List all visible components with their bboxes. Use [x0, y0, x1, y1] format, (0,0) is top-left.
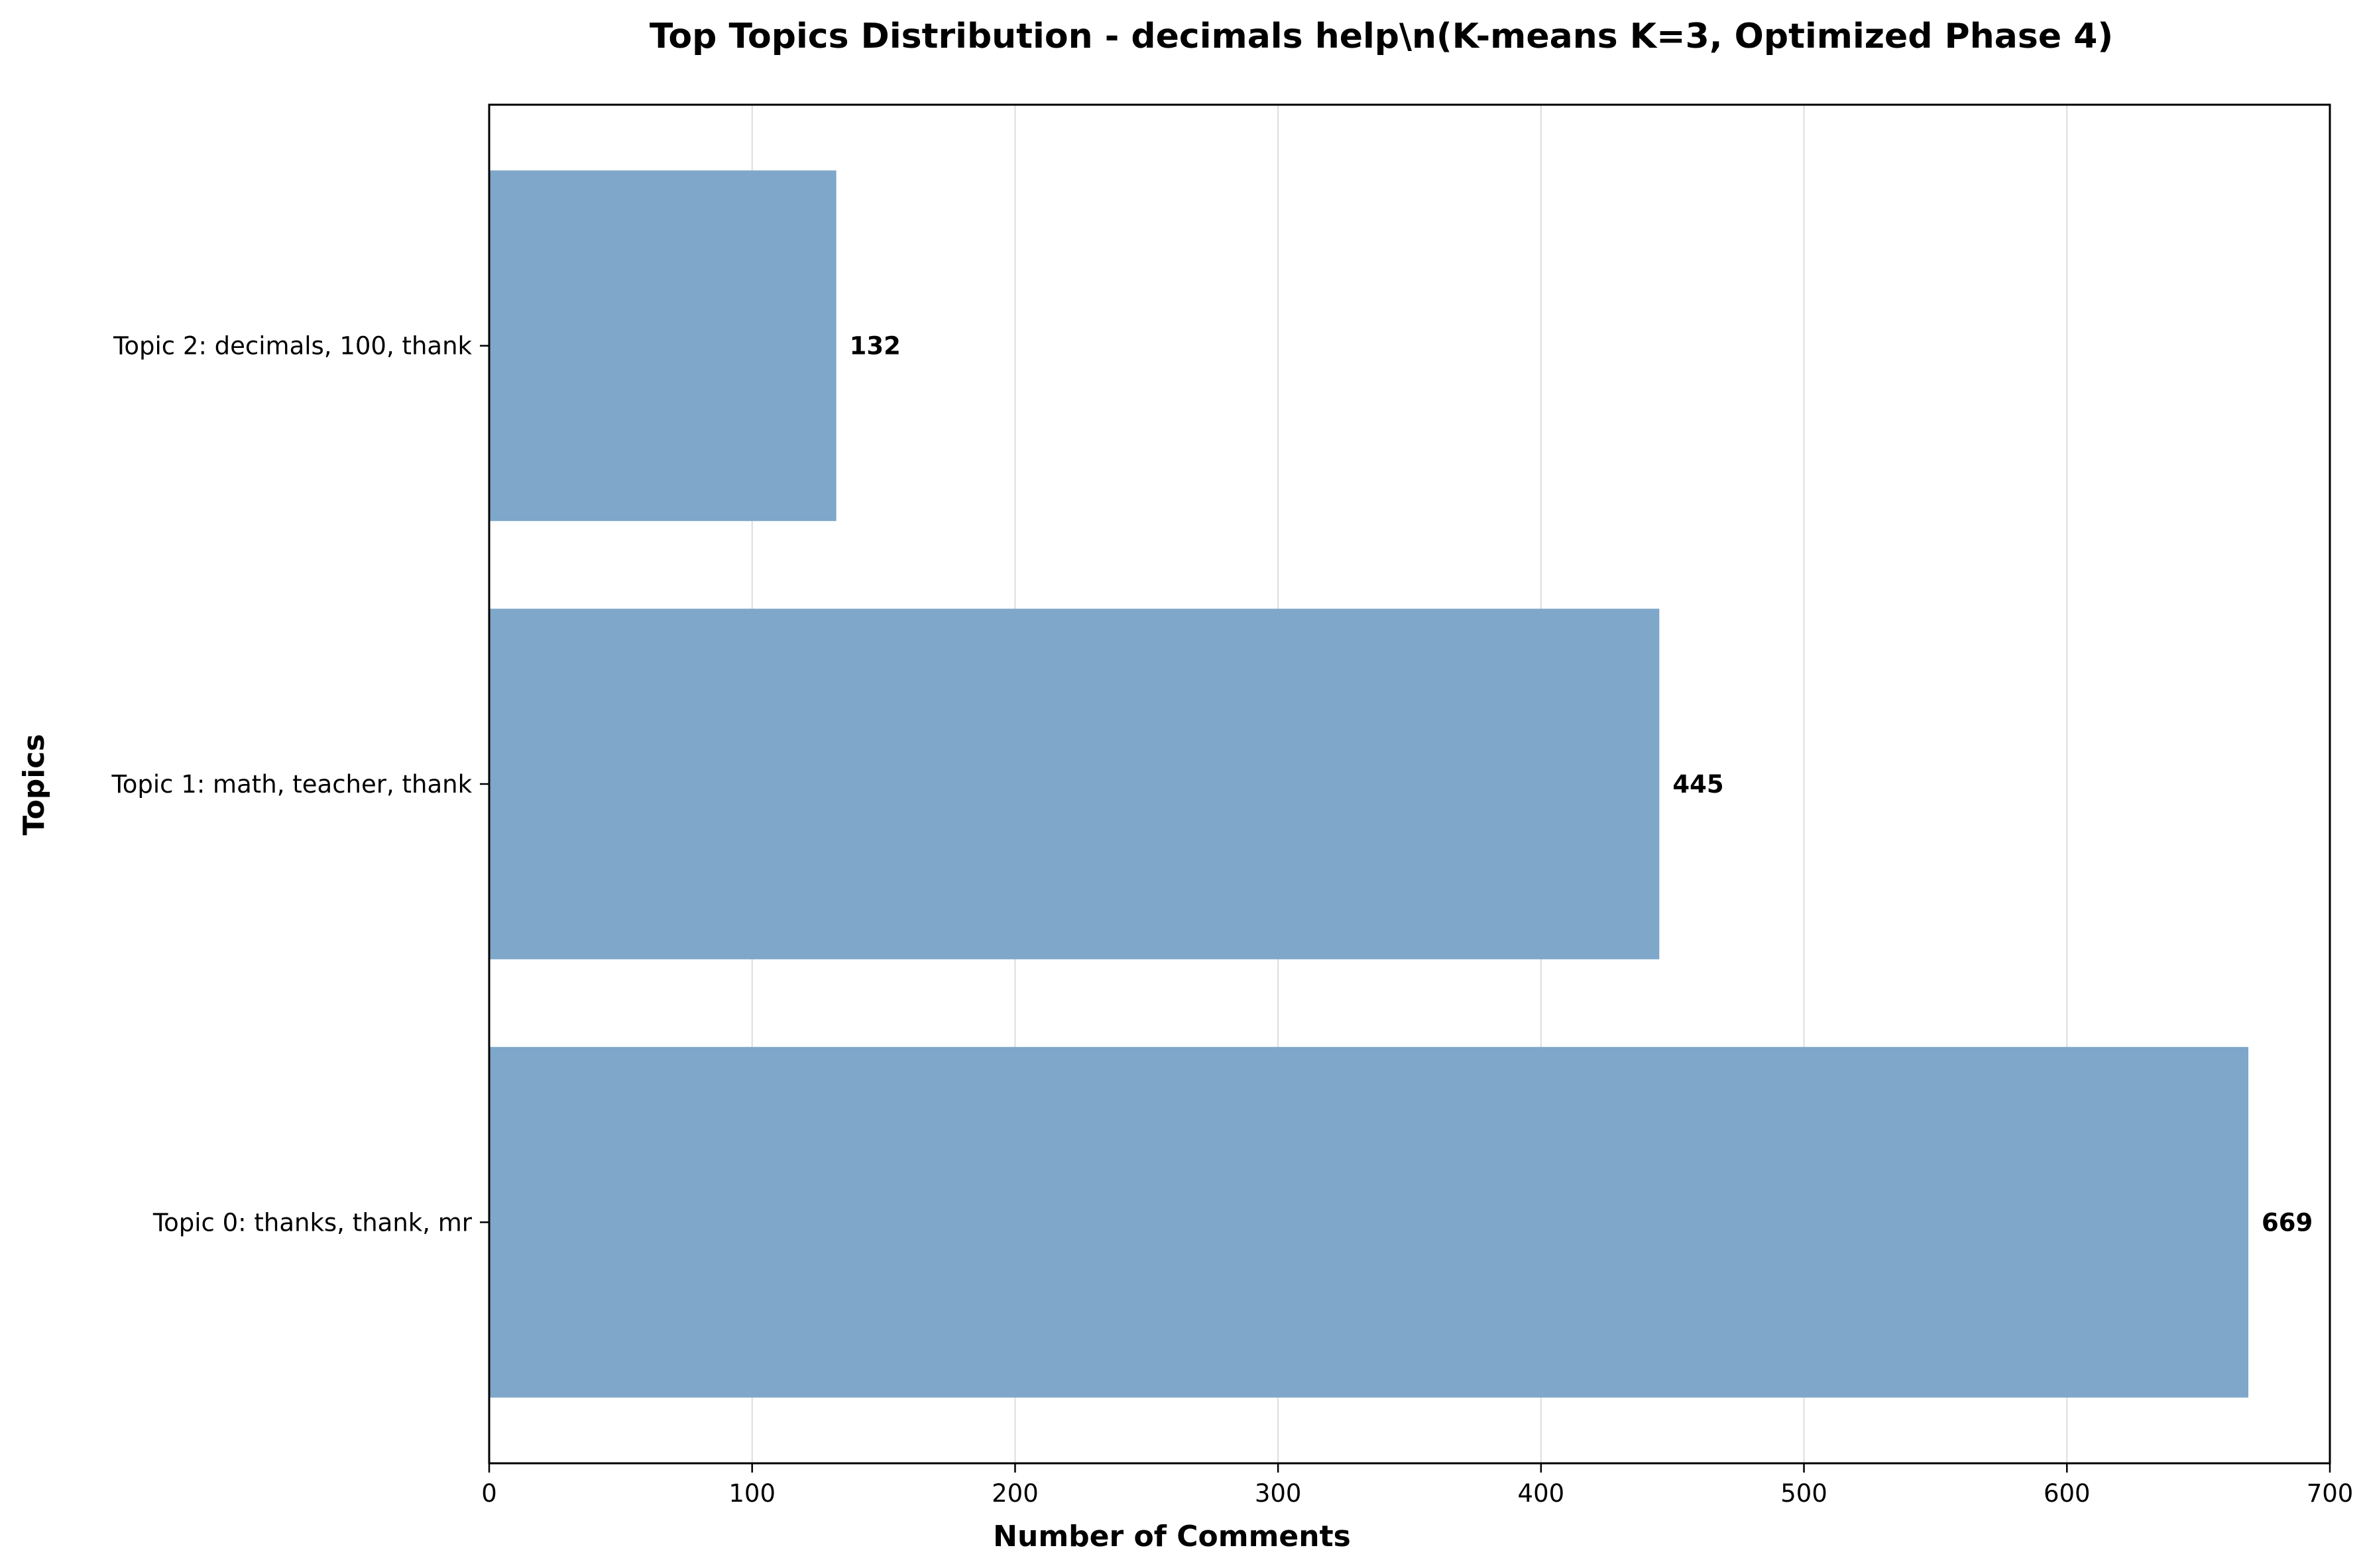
- chart-title: Top Topics Distribution - decimals help\…: [650, 17, 2113, 56]
- x-tick-label: 0: [481, 1479, 497, 1508]
- x-tick-label: 500: [1780, 1479, 1827, 1508]
- x-axis-ticks: 0 100 200 300 400 500 600 700: [481, 1463, 2353, 1508]
- x-tick-label: 400: [1518, 1479, 1565, 1508]
- x-tick-label: 700: [2307, 1479, 2354, 1508]
- bar: [489, 170, 836, 522]
- x-tick-label: 300: [1255, 1479, 1302, 1508]
- bars: [489, 170, 2249, 1398]
- y-tick-label: Topic 0: thanks, thank, mr: [152, 1208, 473, 1237]
- y-tick-label: Topic 2: decimals, 100, thank: [113, 332, 472, 361]
- x-tick-label: 200: [992, 1479, 1039, 1508]
- data-label: 445: [1672, 770, 1723, 799]
- data-label: 669: [2262, 1208, 2313, 1237]
- x-tick-label: 100: [728, 1479, 776, 1508]
- data-labels: 669 445 132: [850, 332, 2313, 1237]
- bar: [489, 1046, 2249, 1398]
- data-label: 132: [850, 332, 901, 361]
- x-tick-label: 600: [2044, 1479, 2091, 1508]
- y-axis-label: Topics: [17, 734, 51, 835]
- y-tick-label: Topic 1: math, teacher, thank: [111, 770, 472, 799]
- x-axis-label: Number of Comments: [993, 1520, 1351, 1553]
- bar: [489, 608, 1660, 960]
- y-axis-ticks: Topic 0: thanks, thank, mr Topic 1: math,…: [111, 332, 489, 1237]
